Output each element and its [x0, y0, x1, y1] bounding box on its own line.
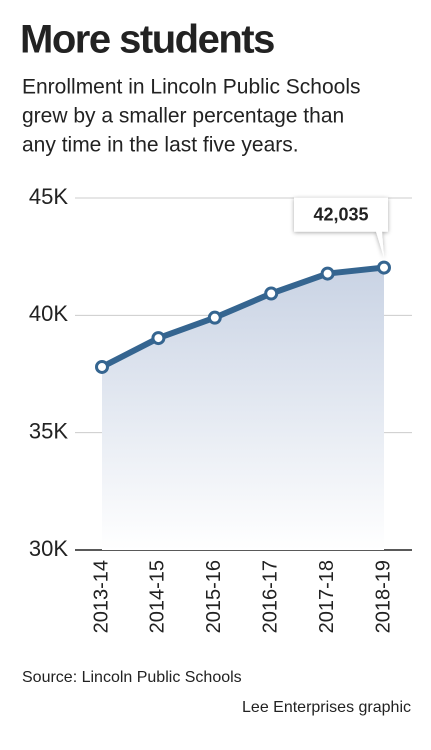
- y-tick-label: 30K: [29, 536, 68, 561]
- subtitle-line: Enrollment in Lincoln Public Schools: [22, 76, 361, 99]
- x-tick-label: 2014-15: [147, 560, 169, 633]
- credit: Lee Enterprises graphic: [242, 699, 411, 716]
- point: [377, 260, 391, 275]
- callout-box: [294, 197, 388, 258]
- y-tick-label: 45K: [29, 184, 68, 209]
- subtitle-line: any time in the last five years.: [22, 134, 299, 157]
- plot: 30K 35K 40K 45K 42,035 2013-14 2014-15 2015-16 2…: [29, 184, 412, 633]
- value-label: 42,035: [313, 204, 368, 224]
- point: [95, 359, 109, 374]
- area: [102, 267, 384, 550]
- point: [207, 310, 222, 325]
- x-tick-label: 2015-16: [203, 560, 225, 633]
- y-tick-label: 40K: [29, 301, 68, 326]
- y-tick-label: 35K: [29, 418, 68, 443]
- line: [100, 264, 385, 370]
- chart-title: More students: [20, 18, 274, 62]
- point: [151, 331, 166, 346]
- x-tick-label: 2016-17: [259, 560, 281, 633]
- x-tick-label: 2013-14: [90, 560, 112, 633]
- x-tick-label: 2017-18: [316, 560, 338, 633]
- subtitle-line: grew by a smaller percentage than: [22, 105, 344, 128]
- source: Source: Lincoln Public Schools: [22, 669, 242, 686]
- point: [264, 286, 279, 301]
- x-tick-label: 2018-19: [372, 560, 394, 633]
- point: [320, 266, 335, 281]
